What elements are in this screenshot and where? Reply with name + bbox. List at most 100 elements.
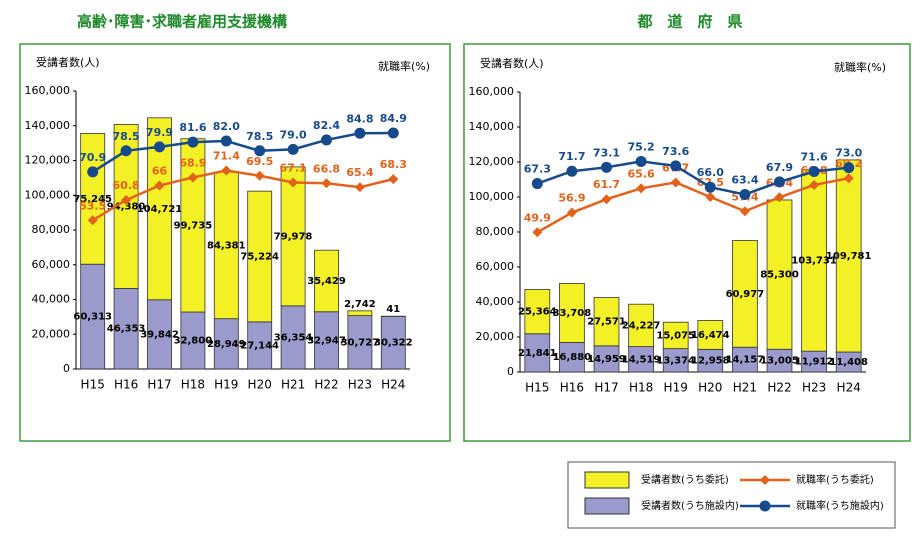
bar-value-label: 14,519 xyxy=(622,354,661,365)
x-tick-label: H19 xyxy=(214,378,238,392)
line-value-label: 71.4 xyxy=(213,150,240,163)
line-value-label: 78.5 xyxy=(246,130,273,143)
bar-value-label: 99,735 xyxy=(174,220,213,231)
legend-label: 受講者数(うち施設内) xyxy=(641,499,739,512)
bar-segment xyxy=(314,311,339,370)
bar-value-label: 25,364 xyxy=(518,307,557,318)
circle-marker xyxy=(154,141,165,153)
bar-value-label: 60,977 xyxy=(726,289,765,300)
line-value-label: 71.6 xyxy=(801,151,828,164)
x-tick-label: H17 xyxy=(147,378,171,392)
bar-value-label: 13,374 xyxy=(656,355,695,366)
bar-value-label: 104,721 xyxy=(137,204,183,215)
x-tick-label: H20 xyxy=(248,378,272,392)
circle-marker xyxy=(531,178,543,190)
bar-value-label: 75,224 xyxy=(240,251,279,262)
y-tick-label: 140,000 xyxy=(469,120,515,133)
y-tick-label: 0 xyxy=(507,365,514,378)
legend-label: 就職率(うち施設内) xyxy=(796,499,884,512)
bar-segment xyxy=(180,311,206,370)
bar-segment xyxy=(347,310,373,317)
panel-frame xyxy=(19,43,451,442)
diamond-marker xyxy=(388,174,399,185)
line xyxy=(92,169,394,222)
y-axis-label: 受講者数(人) xyxy=(480,56,544,70)
bar-value-label: 30,322 xyxy=(374,338,413,349)
line-value-label: 79.0 xyxy=(280,128,307,141)
line-value-label: 79.9 xyxy=(146,126,173,139)
circle-marker xyxy=(670,160,682,172)
circle-marker xyxy=(808,166,820,178)
bar-value-label: 85,300 xyxy=(760,270,799,281)
line-value-label: 53.5 xyxy=(79,199,106,212)
bar-value-label: 109,781 xyxy=(826,251,872,262)
chart-title: 高齢･障害･求職者雇用支援機構 xyxy=(77,13,287,31)
bar-value-label: 46,353 xyxy=(107,324,146,335)
bar-segment xyxy=(697,320,724,350)
circle-marker xyxy=(739,188,751,200)
bar-value-label: 16,880 xyxy=(553,352,592,363)
bar-value-label: 35,429 xyxy=(307,276,346,287)
bar-value-label: 33,708 xyxy=(553,308,592,319)
diamond-marker xyxy=(843,173,854,184)
diamond-marker xyxy=(121,194,132,205)
bar-value-label: 11,408 xyxy=(829,357,868,368)
x-tick-label: H21 xyxy=(281,378,305,392)
y-tick-label: 120,000 xyxy=(25,154,71,167)
line-value-label: 78.5 xyxy=(113,130,140,143)
y-axis-label: 受講者数(人) xyxy=(36,55,100,69)
x-tick-label: H16 xyxy=(114,378,138,392)
bar-segment xyxy=(247,190,273,323)
line-value-label: 67.3 xyxy=(524,163,551,176)
bar-segment xyxy=(380,315,406,370)
circle-marker xyxy=(187,136,199,148)
y-tick-label: 80,000 xyxy=(32,223,71,236)
diamond-marker xyxy=(601,194,612,205)
bar-segment xyxy=(662,321,689,349)
legend-swatch xyxy=(584,497,630,515)
line-value-label: 73.6 xyxy=(662,145,689,158)
bar-value-label: 24,227 xyxy=(622,320,661,331)
line xyxy=(92,131,394,173)
panel-frame xyxy=(463,43,911,442)
circle-marker xyxy=(87,166,99,178)
line-value-label: 84.9 xyxy=(380,112,407,125)
bar-value-label: 27,144 xyxy=(240,340,279,351)
circle-marker xyxy=(601,161,612,173)
diamond-marker xyxy=(221,165,232,176)
diamond-marker xyxy=(809,179,820,190)
line-value-label: 73.0 xyxy=(835,147,862,160)
x-tick-label: H18 xyxy=(181,378,205,392)
line-value-label: 68.9 xyxy=(179,156,206,169)
y-tick-label: 60,000 xyxy=(476,260,515,273)
bar-segment xyxy=(593,345,620,373)
diamond-marker xyxy=(154,180,165,191)
line-value-label: 67.1 xyxy=(280,161,307,174)
x-tick-label: H23 xyxy=(802,381,826,395)
x-tick-label: H15 xyxy=(81,378,105,392)
bar-value-label: 75,245 xyxy=(73,194,112,205)
line-value-label: 73.1 xyxy=(593,146,620,159)
legend-swatch xyxy=(584,471,630,489)
bar-value-label: 103,731 xyxy=(791,255,837,266)
x-tick-label: H24 xyxy=(837,381,861,395)
bar-segment xyxy=(80,133,106,265)
diamond-marker xyxy=(774,192,785,203)
line-value-label: 82.0 xyxy=(213,120,240,133)
circle-marker xyxy=(759,500,771,512)
circle-marker xyxy=(774,176,785,188)
diamond-marker xyxy=(254,170,265,181)
line-value-label: 67.9 xyxy=(766,161,793,174)
x-tick-label: H20 xyxy=(698,381,722,395)
diamond-marker xyxy=(760,475,770,485)
line-value-label: 68.3 xyxy=(380,158,407,171)
bar-value-label: 28,949 xyxy=(207,339,246,350)
legend-label: 就職率(うち委託) xyxy=(796,473,874,486)
y-tick-label: 100,000 xyxy=(25,188,71,201)
diamond-marker xyxy=(354,182,365,193)
bar-segment xyxy=(732,346,758,373)
chart-title: 都 道 府 県 xyxy=(636,13,742,31)
line-value-label: 82.4 xyxy=(313,119,340,132)
circle-marker xyxy=(635,155,647,167)
